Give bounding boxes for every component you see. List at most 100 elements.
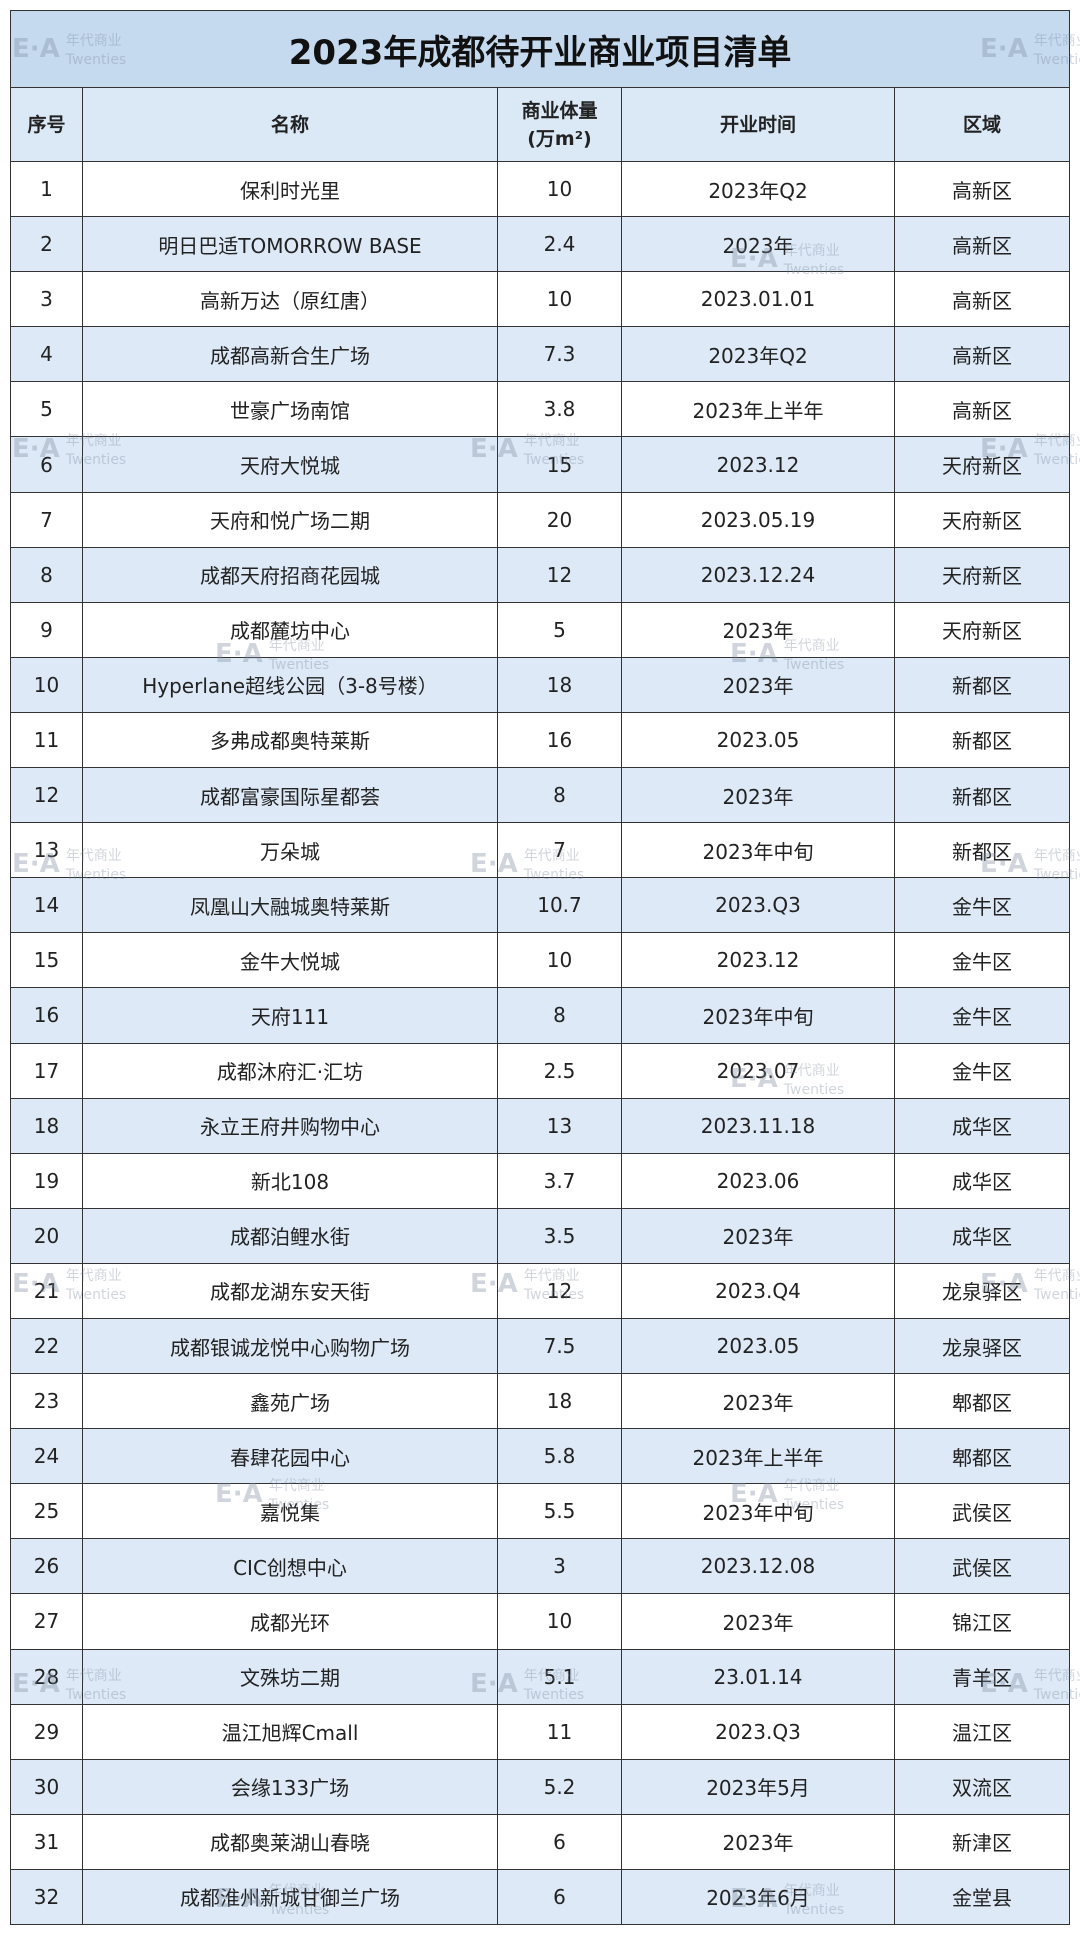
table-cell: 2023年6月 — [621, 1868, 895, 1926]
table-cell: 天府和悦广场二期 — [82, 491, 498, 548]
table-cell: 武侯区 — [893, 1483, 1071, 1540]
table-cell: 2.4 — [497, 216, 622, 273]
table-cell: 明日巴适TOMORROW BASE — [82, 216, 498, 273]
table-cell: 20 — [497, 491, 622, 548]
table-row: 23 鑫苑广场 18 2023年 郫都区 — [10, 1373, 1071, 1430]
table-row: 15 金牛大悦城 10 2023.12 金牛区 — [10, 932, 1071, 989]
table-cell: 21 — [10, 1262, 83, 1319]
table-row: 27 成都光环 10 2023年 锦江区 — [10, 1593, 1071, 1650]
table-cell: 2023年Q2 — [621, 160, 895, 218]
table-cell: 7.3 — [497, 326, 622, 383]
table-cell: 成都高新合生广场 — [82, 326, 498, 383]
table-row: 29 温江旭辉Cmall 11 2023.Q3 温江区 — [10, 1703, 1071, 1760]
table-cell: 29 — [10, 1703, 83, 1760]
table-cell: 武侯区 — [893, 1538, 1071, 1595]
table-cell: 成都沐府汇·汇坊 — [82, 1042, 498, 1099]
table-cell: 新北108 — [82, 1152, 498, 1209]
table-cell: 温江区 — [893, 1703, 1071, 1760]
table-row: 1 保利时光里 10 2023年Q2 高新区 — [10, 160, 1071, 218]
table-row: 13 万朵城 7 2023年中旬 新都区 — [10, 822, 1071, 879]
table-cell: 会缘133广场 — [82, 1758, 498, 1815]
table-cell: 2.5 — [497, 1042, 622, 1099]
table-cell: 2023年 — [621, 1813, 895, 1870]
table-cell: 2023.11.18 — [621, 1097, 895, 1154]
table-row: 3 高新万达（原红唐） 10 2023.01.01 高新区 — [10, 271, 1071, 328]
table-row: 11 多弗成都奥特莱斯 16 2023.05 新都区 — [10, 711, 1071, 769]
header-row: 序号 名称 商业体量 (万m²) 开业时间 区域 — [10, 87, 1071, 162]
table-cell: 金堂县 — [893, 1868, 1071, 1926]
table-cell: 新都区 — [893, 822, 1071, 879]
table-cell: 6 — [10, 436, 83, 493]
table-cell: 8 — [10, 546, 83, 603]
table-cell: 2023.12 — [621, 932, 895, 989]
table-cell: 2023年 — [621, 216, 895, 273]
table-cell: 天府大悦城 — [82, 436, 498, 493]
table-cell: 23.01.14 — [621, 1648, 895, 1705]
table-cell: 金牛区 — [893, 1042, 1071, 1099]
table-cell: 保利时光里 — [82, 160, 498, 218]
table-row: 9 成都麓坊中心 5 2023年 天府新区 — [10, 601, 1071, 658]
table-cell: 5 — [10, 381, 83, 438]
table-cell: 高新区 — [893, 326, 1071, 383]
table-cell: 3 — [497, 1538, 622, 1595]
table-cell: 高新区 — [893, 271, 1071, 328]
table-cell: 成都麓坊中心 — [82, 601, 498, 658]
table-cell: 成都龙湖东安天街 — [82, 1262, 498, 1319]
table-cell: 2023.Q4 — [621, 1262, 895, 1319]
table-cell: 3.5 — [497, 1207, 622, 1264]
table-cell: 天府新区 — [893, 436, 1071, 493]
table-cell: 2023.01.01 — [621, 271, 895, 328]
table-row: 19 新北108 3.7 2023.06 成华区 — [10, 1152, 1071, 1209]
table-cell: 2023.Q3 — [621, 1703, 895, 1760]
table-cell: 嘉悦集 — [82, 1483, 498, 1540]
table-row: 26 CIC创想中心 3 2023.12.08 武侯区 — [10, 1538, 1071, 1595]
table-cell: 7 — [10, 491, 83, 548]
table-cell: 5.2 — [497, 1758, 622, 1815]
table-cell: 2023年中旬 — [621, 1483, 895, 1540]
column-header: 区域 — [893, 87, 1071, 162]
table-cell: 10 — [497, 160, 622, 218]
table-cell: 2023.12.08 — [621, 1538, 895, 1595]
table-row: 14 凤凰山大融城奥特莱斯 10.7 2023.Q3 金牛区 — [10, 877, 1071, 934]
table-cell: 15 — [10, 932, 83, 989]
table-row: 20 成都泊鲤水街 3.5 2023年 成华区 — [10, 1207, 1071, 1264]
table-cell: Hyperlane超线公园（3-8号楼） — [82, 656, 498, 713]
table-cell: 17 — [10, 1042, 83, 1099]
table-cell: 1 — [10, 160, 83, 218]
table-cell: 2023年 — [621, 1207, 895, 1264]
table-cell: 2023年 — [621, 656, 895, 713]
table-cell: 春肆花园中心 — [82, 1428, 498, 1485]
table-cell: 2023.Q3 — [621, 877, 895, 934]
table-cell: 16 — [10, 987, 83, 1044]
table-cell: 4 — [10, 326, 83, 383]
table-cell: 18 — [497, 1373, 622, 1430]
table-row: 6 天府大悦城 15 2023.12 天府新区 — [10, 436, 1071, 493]
table-cell: 26 — [10, 1538, 83, 1595]
table-cell: 2023年上半年 — [621, 381, 895, 438]
table-row: 18 永立王府井购物中心 13 2023.11.18 成华区 — [10, 1097, 1071, 1154]
table-cell: 双流区 — [893, 1758, 1071, 1815]
table-cell: 2023年5月 — [621, 1758, 895, 1815]
table-cell: 成都银诚龙悦中心购物广场 — [82, 1317, 498, 1375]
table-cell: 新都区 — [893, 767, 1071, 824]
table-cell: 11 — [497, 1703, 622, 1760]
table-title: 2023年成都待开业商业项目清单 — [9, 10, 1071, 88]
table-cell: 12 — [10, 767, 83, 824]
table-cell: 2023年 — [621, 601, 895, 658]
table-row: 7 天府和悦广场二期 20 2023.05.19 天府新区 — [10, 491, 1071, 548]
table-cell: 10 — [497, 932, 622, 989]
table-cell: 6 — [497, 1868, 622, 1926]
table-row: 25 嘉悦集 5.5 2023年中旬 武侯区 — [10, 1483, 1071, 1540]
table-cell: 32 — [10, 1868, 83, 1926]
table-row: 22 成都银诚龙悦中心购物广场 7.5 2023.05 龙泉驿区 — [10, 1317, 1071, 1375]
table-cell: 成都光环 — [82, 1593, 498, 1650]
table-cell: 8 — [497, 767, 622, 824]
table-cell: 9 — [10, 601, 83, 658]
table-cell: 5.8 — [497, 1428, 622, 1485]
table-cell: 2 — [10, 216, 83, 273]
table-cell: 天府新区 — [893, 601, 1071, 658]
table-cell: 2023.05 — [621, 711, 895, 769]
table-cell: 2023年中旬 — [621, 987, 895, 1044]
table-cell: 18 — [10, 1097, 83, 1154]
